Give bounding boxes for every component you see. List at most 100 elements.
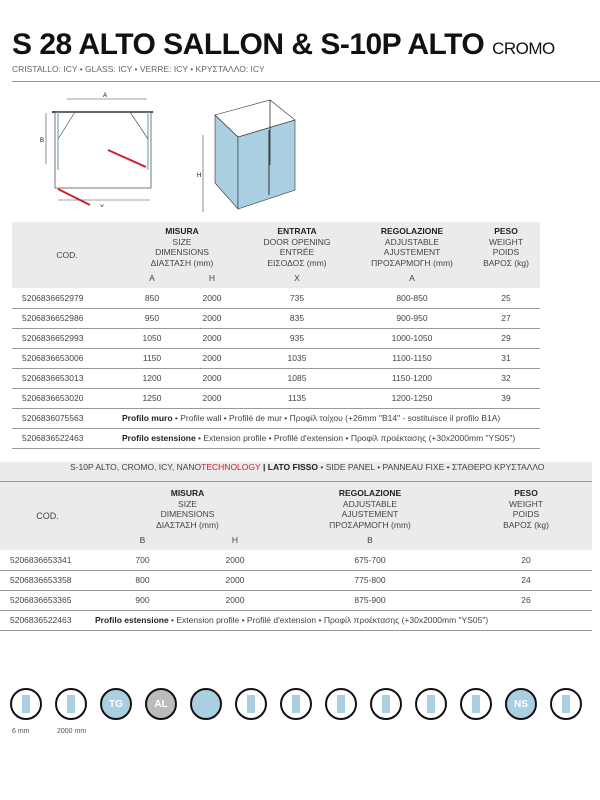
cell-code: 5206836653020: [12, 388, 122, 409]
header-regolazione: REGOLAZIONE ADJUSTABLE AJUSTEMENT ΠΡΟΣΑΡΜΟΓ…: [371, 226, 453, 268]
cell-value: 39: [472, 388, 540, 409]
sub-b-reg: B: [367, 534, 373, 545]
cell-value: 20: [460, 550, 592, 571]
table-row: 5206836653020 1250 2000 1135 1200-1250 39: [12, 388, 540, 409]
cell-value: 2000: [182, 368, 242, 389]
cell-code: 5206836653358: [0, 570, 95, 591]
safety-film-icon: [190, 688, 222, 720]
table-row: 5206836653013 1200 2000 1085 1150-1200 32: [12, 368, 540, 389]
side-panel-section: S-10P ALTO, CROMO, ICY, NANOTECHNOLOGY |…: [0, 462, 592, 631]
glass-subtitle: CRISTALLO: ICY • GLASS: ICY • VERRE: ICY…: [12, 64, 265, 74]
cell-code: 5206836653006: [12, 348, 122, 369]
cell-value: 875-900: [280, 590, 460, 611]
cell-value: 1135: [242, 388, 352, 409]
note-detail: • Extension profile • Profilé d'extensio…: [168, 615, 489, 625]
tempered-glass-icon: TG: [100, 688, 132, 720]
3d-diagram: H: [197, 99, 296, 212]
cell-value: 2000: [182, 388, 242, 409]
note-text: Profilo muro • Profile wall • Profilé de…: [122, 408, 540, 429]
icon-text: NS: [514, 698, 528, 710]
cell-value: 775-800: [280, 570, 460, 591]
cell-value: 32: [472, 368, 540, 389]
sub-x: X: [294, 272, 300, 283]
icon-glyph: [427, 695, 435, 713]
table-row: 5206836653341 700 2000 675-700 20: [0, 550, 592, 571]
lift-hinge-icon: [415, 688, 447, 720]
cell-value: 1000-1050: [352, 328, 472, 349]
note-text: Profilo estensione • Extension profile •…: [122, 428, 540, 449]
cell-code: 5206836653365: [0, 590, 95, 611]
icon-glyph: [247, 695, 255, 713]
product-table-side-panel: COD. MISURA SIZE DIMENSIONS ΔΙΑΣΤΑΣΗ (mm) R…: [0, 482, 592, 631]
cell-value: 2000: [182, 348, 242, 369]
cell-value: 935: [242, 328, 352, 349]
custom-cut-icon: [460, 688, 492, 720]
table-header: COD. MISURA SIZE DIMENSIONS ΔΙΑΣΤΑΣΗ (mm) R…: [0, 482, 592, 530]
icon-glyph: [337, 695, 345, 713]
table-row: 5206836653365 900 2000 875-900 26: [0, 590, 592, 611]
height-icon: [55, 688, 87, 720]
icon-glyph: [382, 695, 390, 713]
cell-value: 2000: [182, 288, 242, 309]
cell-code: 5206836522463: [0, 610, 95, 631]
divider: [12, 81, 600, 82]
note-bold: Profilo muro: [122, 413, 173, 423]
magnetic-closure-icon: [325, 688, 357, 720]
note-bold: Profilo estensione: [122, 433, 196, 443]
cell-value: 2000: [190, 590, 280, 611]
cell-value: 31: [472, 348, 540, 369]
label-x: X: [100, 205, 104, 207]
header-cod: COD.: [36, 510, 59, 521]
icon-glyph: [22, 695, 30, 713]
cell-code: 5206836653341: [0, 550, 95, 571]
cell-code: 5206836652979: [12, 288, 122, 309]
table-subheader: B H B: [0, 530, 592, 550]
note-row: 5206836522463 Profilo estensione • Extens…: [12, 428, 540, 449]
shower-tray-icon: [550, 688, 582, 720]
cell-value: 950: [122, 308, 182, 329]
cell-value: 1150: [122, 348, 182, 369]
header-peso: PESO WEIGHT POIDS ΒΑΡΟΣ (kg): [503, 488, 549, 530]
cell-code: 5206836652993: [12, 328, 122, 349]
cell-value: 2000: [190, 550, 280, 571]
cell-value: 2000: [182, 308, 242, 329]
cell-value: 1100-1150: [352, 348, 472, 369]
nano-shield-icon: NS: [505, 688, 537, 720]
icon-text: TG: [109, 698, 123, 710]
cell-value: 850: [122, 288, 182, 309]
plan-diagram: A B X: [40, 93, 153, 207]
icon-label: 2000 mm: [57, 728, 87, 735]
cell-code: 5206836652986: [12, 308, 122, 329]
cell-value: 26: [460, 590, 592, 611]
label-h: H: [197, 173, 201, 179]
feature-icons: TG AL NS 6 mm 2000 mm: [10, 688, 600, 748]
title-suffix: CROMO: [492, 39, 555, 58]
cell-value: 800-850: [352, 288, 472, 309]
reversible-icon: [235, 688, 267, 720]
cell-value: 25: [472, 288, 540, 309]
sub-a-reg: A: [409, 272, 415, 283]
cell-value: 1250: [122, 388, 182, 409]
cell-value: 900: [95, 590, 190, 611]
cell-code: 5206836653013: [12, 368, 122, 389]
note-detail: • Profile wall • Profilé de mur • Προφίλ…: [172, 413, 501, 423]
header-regolazione: REGOLAZIONE ADJUSTABLE AJUSTEMENT ΠΡΟΣΑΡΜΟΓ…: [329, 488, 411, 530]
icon-text: AL: [154, 698, 168, 710]
product-table-sallon: COD. MISURA SIZE DIMENSIONS ΔΙΑΣΤΑΣΗ (mm) E…: [12, 222, 540, 449]
sub-a: A: [149, 272, 155, 283]
icon-label: 6 mm: [12, 728, 30, 735]
table-row: 5206836653358 800 2000 775-800 24: [0, 570, 592, 591]
icon-glyph: [292, 695, 300, 713]
cell-value: 1035: [242, 348, 352, 369]
label-a: A: [103, 93, 107, 99]
header-misura: MISURA SIZE DIMENSIONS ΔΙΑΣΤΑΣΗ (mm): [150, 226, 214, 268]
icon-glyph: [67, 695, 75, 713]
note-row: 5206836522463 Profilo estensione • Extens…: [0, 610, 592, 631]
header-misura: MISURA SIZE DIMENSIONS ΔΙΑΣΤΑΣΗ (mm): [156, 488, 219, 530]
cell-value: 27: [472, 308, 540, 329]
note-bold: Profilo estensione: [95, 615, 169, 625]
table-subheader: A H X A: [12, 268, 540, 288]
cell-value: 735: [242, 288, 352, 309]
cell-value: 800: [95, 570, 190, 591]
header-cod: COD.: [56, 249, 78, 260]
